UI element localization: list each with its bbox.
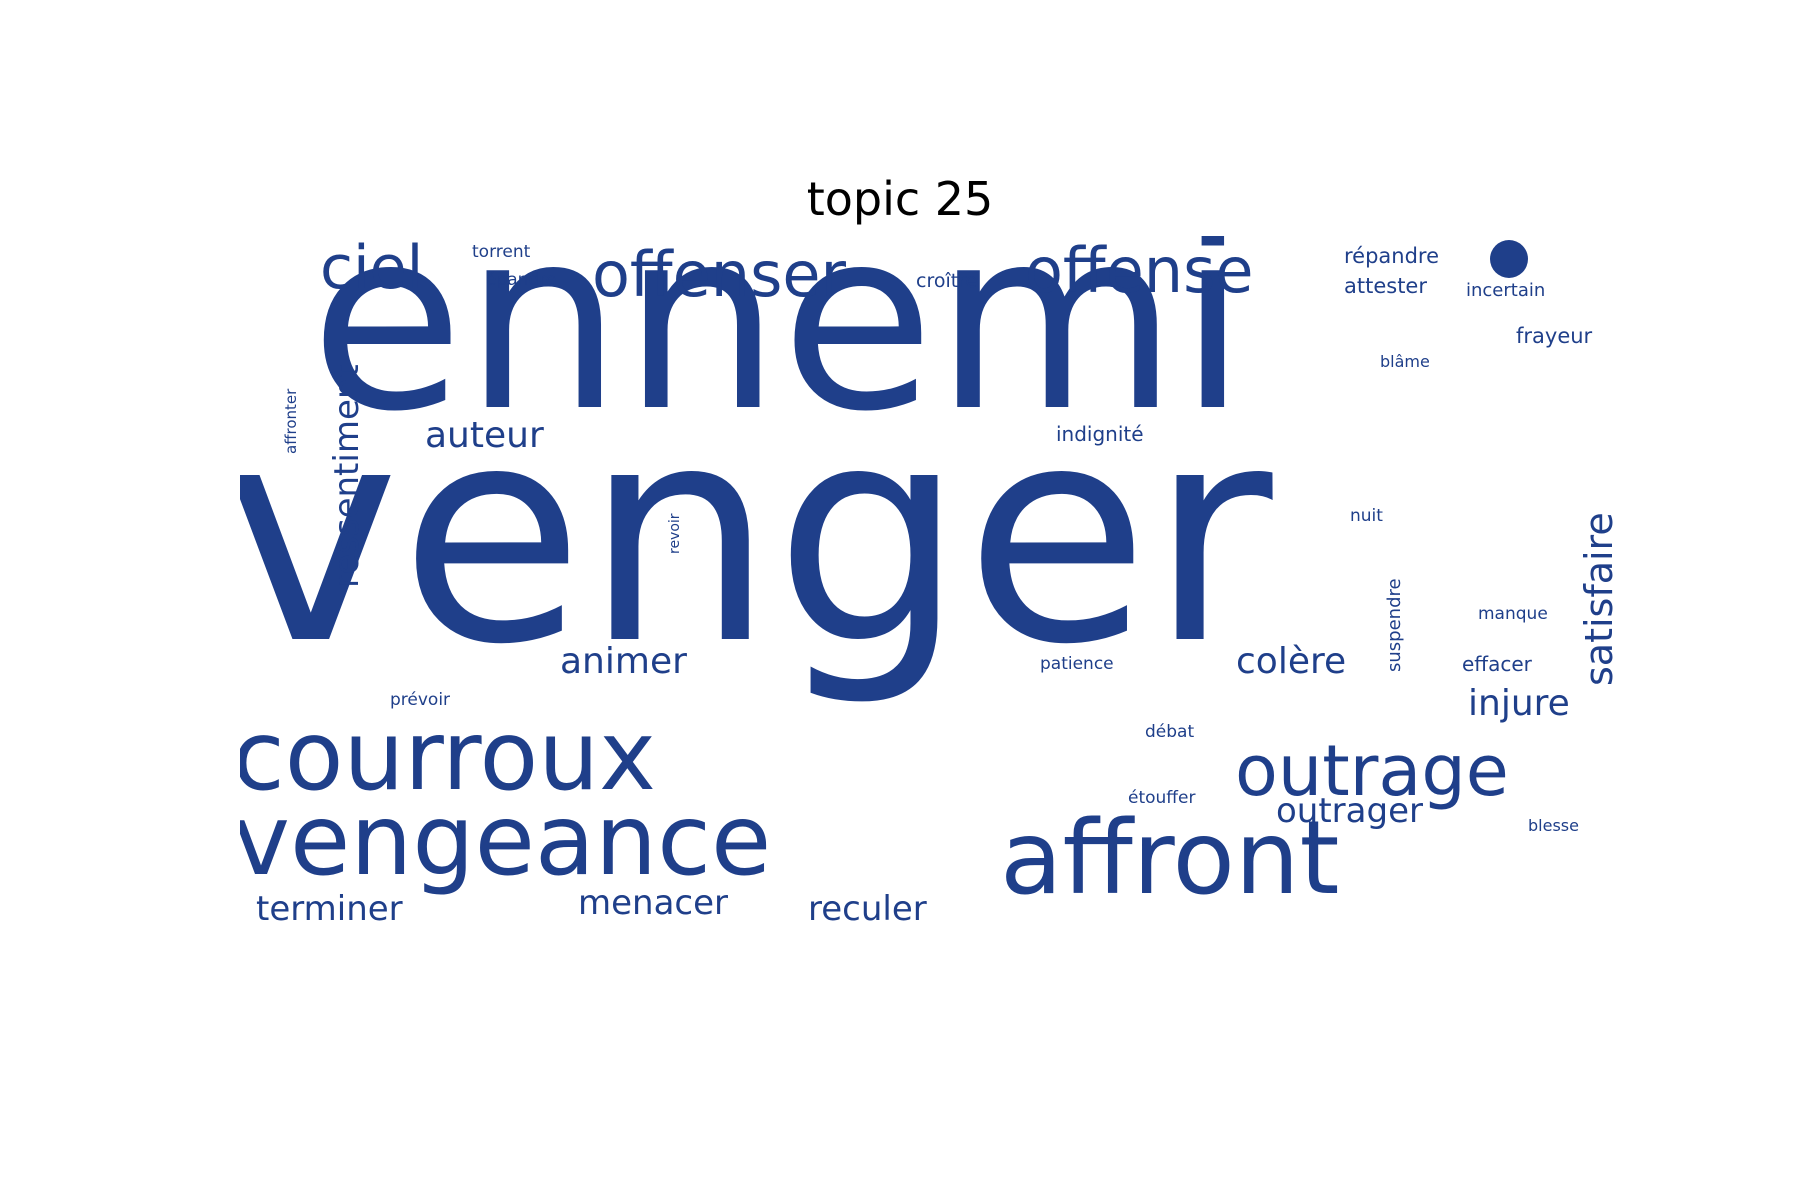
word-manque: manque — [1478, 604, 1548, 624]
chart-title: topic 25 — [806, 172, 994, 226]
word-croitre: croître — [916, 270, 978, 292]
word-blesse: blesse — [1528, 816, 1579, 835]
word-affront: affront — [1000, 799, 1340, 918]
word-offense: offense — [1025, 236, 1254, 307]
word-venger: venger — [240, 361, 1273, 710]
word-epandre: épandre — [486, 270, 557, 290]
word-blame: blâme — [1380, 352, 1430, 371]
word-courroux: courroux — [240, 700, 656, 812]
word-indignite: indignité — [1056, 422, 1144, 446]
word-ciel: ciel — [320, 236, 424, 303]
word-animer: animer — [560, 641, 687, 682]
word-attester: attester — [1344, 274, 1427, 298]
word-torrent: torrent — [472, 242, 531, 262]
word-offenser: offenser — [592, 238, 847, 311]
word-nuit: nuit — [1350, 506, 1383, 526]
word-prevoir: prévoir — [390, 690, 451, 710]
word-satisfaire: satisfaire — [1577, 512, 1620, 686]
word-menacer: menacer — [578, 883, 729, 923]
word-revoir: revoir — [667, 513, 683, 554]
word-affronter: affronter — [282, 388, 300, 454]
word-reculer: reculer — [808, 889, 927, 929]
word-repandre: répandre — [1344, 244, 1440, 268]
word-outrage: outrage — [1235, 730, 1509, 812]
word-etouffer: étouffer — [1128, 788, 1196, 808]
word-auteur: auteur — [425, 415, 544, 456]
word-injure: injure — [1468, 683, 1570, 724]
word-ennemi: ennemi — [310, 236, 1248, 466]
word-debat: débat — [1145, 722, 1195, 742]
word-effacer: effacer — [1462, 652, 1532, 676]
word-outrager: outrager — [1276, 791, 1423, 831]
word-cloud: venger ennemi courroux vengeance affront… — [240, 236, 1620, 936]
word-frayeur: frayeur — [1516, 324, 1593, 348]
word-patience: patience — [1040, 654, 1114, 674]
word-incertain: incertain — [1466, 280, 1546, 301]
dot-mark — [1490, 240, 1528, 278]
word-suspendre: suspendre — [1384, 578, 1405, 672]
word-terminer: terminer — [256, 889, 403, 929]
word-vengeance: vengeance — [240, 784, 772, 898]
word-colere: colère — [1236, 641, 1347, 682]
word-ressentiment: ressentiment — [327, 364, 367, 588]
